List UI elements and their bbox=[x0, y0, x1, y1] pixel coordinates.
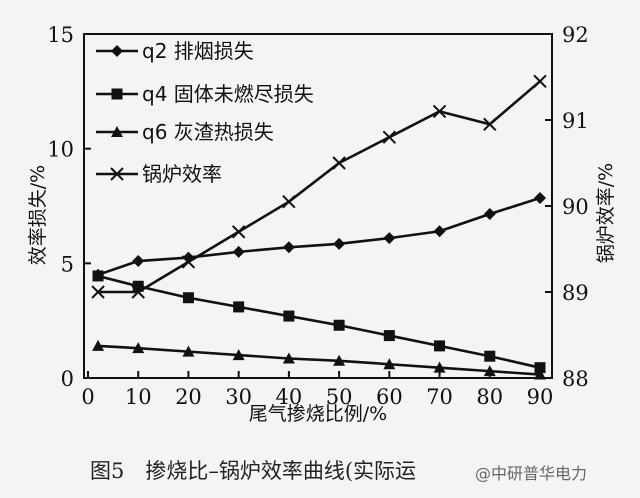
legend-marker bbox=[111, 126, 123, 137]
data-point bbox=[433, 361, 446, 373]
data-point bbox=[383, 232, 396, 245]
y-right-axis-label: 锅炉效率/% bbox=[595, 163, 617, 263]
legend-marker bbox=[111, 88, 123, 100]
y-left-tick-label: 15 bbox=[47, 23, 74, 47]
data-point bbox=[231, 225, 246, 239]
data-point bbox=[181, 255, 196, 269]
legend-label: 锅炉效率 bbox=[142, 162, 222, 186]
data-point bbox=[533, 74, 547, 89]
legend-item: 锅炉效率 bbox=[96, 162, 222, 186]
x-tick-label: 50 bbox=[326, 385, 353, 409]
data-point bbox=[534, 368, 546, 380]
x-marker-stroke bbox=[91, 285, 105, 299]
data-point bbox=[534, 191, 546, 204]
legend-marker bbox=[111, 45, 123, 57]
legend-item: q4 固体未燃尽损失 bbox=[96, 82, 314, 106]
data-point bbox=[333, 354, 346, 366]
legend-label: q2 排烟损失 bbox=[142, 39, 254, 63]
legend-label: q4 固体未燃尽损失 bbox=[142, 82, 314, 106]
q4-series bbox=[92, 270, 546, 374]
y-left-axis-label: 效率损失/% bbox=[27, 165, 49, 265]
x-tick-label: 70 bbox=[426, 385, 453, 409]
x-marker-stroke bbox=[231, 225, 246, 239]
x-marker-stroke bbox=[181, 255, 196, 269]
data-point bbox=[483, 208, 496, 221]
y-left-tick-label: 10 bbox=[47, 138, 74, 162]
data-point bbox=[132, 280, 144, 292]
y-right-tick-label: 92 bbox=[562, 23, 589, 47]
data-point bbox=[483, 117, 497, 132]
y-right-tick-label: 89 bbox=[562, 281, 589, 305]
data-point bbox=[233, 301, 245, 313]
y-left-axis: 0 5 10 15 bbox=[47, 23, 91, 391]
y-right-tick-label: 91 bbox=[562, 109, 589, 133]
x-tick-label: 10 bbox=[125, 385, 152, 409]
data-point bbox=[483, 365, 496, 377]
x-marker-stroke bbox=[432, 104, 447, 119]
y-right-axis: 88 89 90 91 92 bbox=[545, 23, 589, 391]
x-tick-label: 20 bbox=[175, 385, 202, 409]
q2-series bbox=[92, 191, 546, 281]
x-marker-stroke bbox=[110, 167, 124, 181]
data-point bbox=[383, 358, 396, 370]
figure-caption: 图5 掺烧比–锅炉效率曲线(实际运 bbox=[90, 459, 416, 483]
x-tick-label: 90 bbox=[527, 385, 554, 409]
data-point bbox=[282, 241, 295, 254]
x-tick-label: 40 bbox=[276, 385, 303, 409]
data-point bbox=[534, 362, 546, 374]
x-marker-stroke bbox=[483, 117, 497, 132]
series-line bbox=[97, 344, 541, 376]
data-point bbox=[382, 130, 397, 144]
data-point bbox=[132, 255, 145, 268]
data-point bbox=[433, 225, 446, 238]
series-line bbox=[97, 196, 541, 277]
x-marker-stroke bbox=[131, 285, 145, 299]
data-point bbox=[434, 340, 446, 352]
data-point bbox=[182, 292, 194, 304]
x-tick-label: 0 bbox=[81, 385, 94, 409]
data-point bbox=[282, 352, 295, 364]
y-left-tick-label: 5 bbox=[61, 252, 74, 276]
legend-marker bbox=[110, 167, 124, 181]
data-point bbox=[92, 270, 104, 282]
data-point bbox=[333, 319, 345, 331]
data-point bbox=[283, 310, 295, 322]
data-point bbox=[91, 285, 105, 299]
x-marker-stroke bbox=[332, 156, 346, 170]
series-line bbox=[98, 80, 541, 294]
data-point bbox=[282, 194, 296, 209]
data-point bbox=[232, 349, 245, 361]
y-right-tick-label: 90 bbox=[562, 195, 589, 219]
data-point bbox=[131, 285, 145, 299]
data-point bbox=[432, 104, 447, 119]
data-point bbox=[484, 350, 496, 362]
x-marker-stroke bbox=[533, 74, 547, 89]
legend-item: q6 灰渣热损失 bbox=[96, 120, 274, 144]
x-axis: 0 10 20 30 40 50 60 70 80 90 bbox=[81, 371, 553, 409]
y-left-tick-label: 0 bbox=[61, 367, 74, 391]
data-point bbox=[132, 342, 145, 354]
x-tick-label: 60 bbox=[376, 385, 403, 409]
data-point bbox=[332, 156, 346, 170]
boiler-efficiency-series bbox=[91, 74, 547, 299]
data-point bbox=[232, 245, 245, 258]
x-marker-stroke bbox=[382, 130, 397, 144]
series-layer bbox=[91, 74, 547, 380]
data-point bbox=[92, 339, 105, 351]
x-marker-stroke bbox=[282, 194, 296, 209]
q6-series bbox=[92, 339, 546, 380]
legend-label: q6 灰渣热损失 bbox=[142, 120, 274, 144]
watermark: @中研普华电力 bbox=[475, 464, 587, 483]
x-axis-label: 尾气掺烧比例/% bbox=[249, 403, 387, 425]
x-tick-label: 80 bbox=[476, 385, 503, 409]
series-line bbox=[97, 274, 541, 369]
legend-item: q2 排烟损失 bbox=[96, 39, 254, 63]
x-tick-label: 30 bbox=[225, 385, 252, 409]
data-point bbox=[333, 237, 346, 250]
data-point bbox=[383, 330, 395, 342]
y-right-tick-label: 88 bbox=[562, 367, 589, 391]
data-point bbox=[182, 345, 195, 357]
